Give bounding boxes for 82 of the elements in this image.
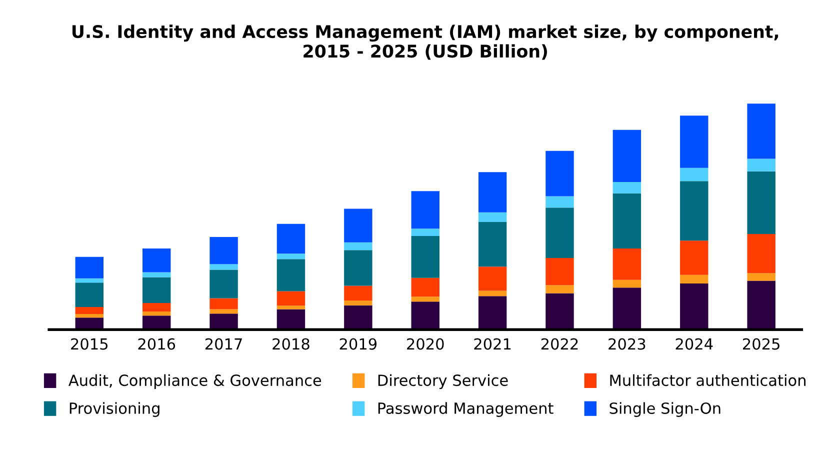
bar bbox=[546, 208, 574, 258]
bar bbox=[75, 314, 104, 318]
legend-label: Single Sign-On bbox=[610, 402, 720, 417]
bar bbox=[546, 293, 574, 330]
bar bbox=[680, 274, 708, 284]
bar bbox=[411, 191, 440, 229]
bar bbox=[478, 296, 507, 330]
bar bbox=[546, 258, 574, 286]
bar bbox=[612, 288, 642, 330]
bar bbox=[747, 280, 776, 330]
bar bbox=[210, 314, 238, 330]
bar bbox=[142, 302, 171, 312]
bar bbox=[210, 270, 238, 298]
bar bbox=[680, 181, 708, 241]
bar bbox=[546, 196, 574, 208]
bar bbox=[75, 282, 104, 308]
x-tick-label: 2019 bbox=[340, 338, 377, 350]
legend-label: Directory Service bbox=[378, 374, 508, 390]
bar bbox=[344, 305, 372, 330]
bar bbox=[612, 182, 642, 194]
bar bbox=[344, 300, 372, 306]
bar bbox=[680, 240, 708, 275]
bar bbox=[478, 212, 507, 222]
bar bbox=[276, 224, 306, 254]
bar bbox=[344, 242, 372, 250]
bar bbox=[75, 307, 104, 314]
bar bbox=[478, 290, 507, 296]
bar bbox=[478, 172, 507, 212]
bar bbox=[142, 277, 171, 303]
bar bbox=[612, 248, 642, 280]
bar bbox=[680, 168, 708, 182]
bar bbox=[344, 208, 372, 242]
bar bbox=[142, 272, 171, 278]
x-tick-label: 2015 bbox=[71, 338, 108, 350]
bar bbox=[747, 171, 776, 234]
legend-label: Password Management bbox=[378, 402, 554, 417]
x-tick-label: 2023 bbox=[608, 338, 646, 350]
legend-label: Provisioning bbox=[70, 402, 160, 417]
x-tick-label: 2017 bbox=[205, 338, 242, 350]
bar bbox=[546, 285, 574, 294]
bar bbox=[747, 273, 776, 281]
bar bbox=[210, 298, 238, 310]
bar bbox=[142, 312, 171, 316]
x-tick-label: 2020 bbox=[407, 338, 444, 350]
bar bbox=[411, 228, 440, 236]
bar bbox=[411, 296, 440, 302]
bar bbox=[612, 280, 642, 288]
bar bbox=[75, 278, 104, 283]
bar bbox=[747, 234, 776, 274]
bar bbox=[344, 250, 372, 286]
bar bbox=[747, 104, 776, 159]
bar bbox=[276, 291, 306, 306]
x-tick-label: 2024 bbox=[676, 338, 713, 350]
bar bbox=[478, 266, 507, 291]
bar bbox=[276, 254, 306, 260]
bar bbox=[142, 248, 171, 272]
bar bbox=[411, 278, 440, 297]
bar bbox=[210, 236, 238, 264]
bar bbox=[276, 306, 306, 310]
bar bbox=[344, 286, 372, 300]
legend-label: Multifactor authentication bbox=[610, 374, 806, 386]
bar bbox=[210, 264, 238, 270]
bar bbox=[680, 284, 708, 330]
bar bbox=[478, 222, 507, 267]
x-tick-label: 2021 bbox=[474, 338, 511, 350]
bar bbox=[411, 302, 440, 330]
x-tick-label: 2022 bbox=[541, 338, 578, 350]
bar bbox=[546, 150, 574, 196]
bar bbox=[75, 256, 104, 278]
x-tick-label: 2018 bbox=[272, 338, 310, 350]
bar bbox=[612, 193, 642, 248]
legend-label: Audit, Compliance & Governance bbox=[68, 374, 322, 390]
x-tick-label: 2025 bbox=[743, 338, 780, 350]
chart-title: U.S. Identity and Access Management (IAM) market size, by component, 2015 - 2025 (USD Billion) bbox=[72, 24, 778, 60]
bar bbox=[747, 158, 776, 172]
bar bbox=[612, 130, 642, 182]
bar bbox=[680, 116, 708, 168]
bar bbox=[276, 259, 306, 292]
bar bbox=[210, 309, 238, 314]
bar bbox=[411, 236, 440, 278]
bar bbox=[276, 309, 306, 330]
x-tick-label: 2016 bbox=[138, 338, 176, 350]
